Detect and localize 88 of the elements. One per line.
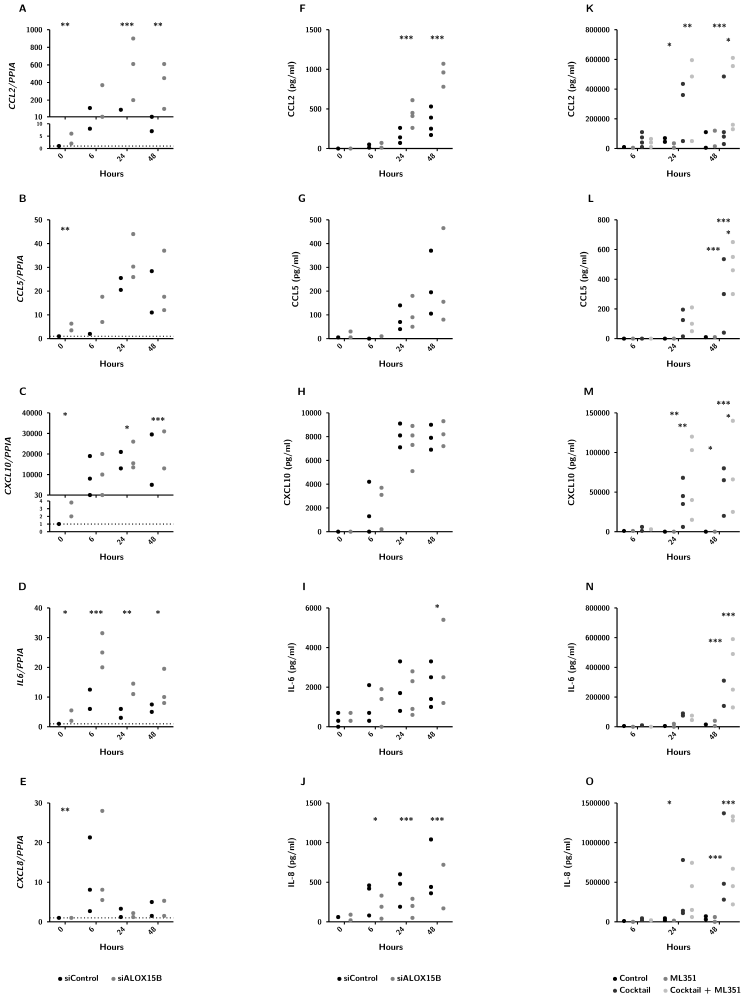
annotation: *** (400, 35, 413, 40)
x-axis-title: Hours (667, 554, 690, 560)
annotation: *** (708, 855, 722, 859)
y-axis-title: CCL2/PPIA (8, 62, 18, 110)
annotation: * (726, 38, 730, 42)
x-axis-title: Hours (667, 748, 690, 755)
text: ** (61, 22, 70, 26)
x-axis-title: Hours (380, 944, 403, 950)
annotation: * (156, 610, 160, 614)
text: *** (717, 400, 730, 405)
chart-title: O (586, 777, 594, 786)
chart-title: H (298, 388, 305, 396)
annotation: *** (400, 817, 413, 821)
chart-title: G (298, 194, 306, 202)
y-axis-title: CCL5/PPIA (16, 256, 26, 302)
annotation: ** (61, 226, 70, 231)
x-axis-title: Hours (380, 360, 403, 367)
annotation: *** (706, 246, 720, 251)
annotation: * (374, 817, 378, 821)
annotation: ** (61, 808, 70, 812)
text: ** (154, 22, 162, 26)
text: *** (120, 22, 134, 26)
annotation: * (436, 604, 440, 608)
y-axis-title: CXCL10 (pg/ml) (568, 440, 576, 506)
x-axis-title: Hours (667, 944, 690, 950)
annotation: *** (722, 612, 736, 616)
annotation: *** (708, 638, 722, 643)
x-axis-title: Hours (100, 944, 124, 950)
x-axis-title: Hours (100, 170, 124, 177)
annotation: * (64, 610, 68, 614)
x-axis-title: Hours (100, 748, 124, 755)
annotation: * (708, 446, 712, 450)
annotation: *** (152, 417, 165, 421)
annotation: *** (90, 610, 103, 614)
annotation: *** (717, 218, 730, 222)
x-axis-title: Hours (380, 170, 403, 177)
chart-title: L (588, 194, 594, 202)
chart-title: M (584, 388, 594, 396)
chart-title: E (20, 778, 26, 786)
annotation: * (668, 42, 672, 46)
annotation: * (64, 412, 68, 416)
chart-title: I (303, 582, 305, 590)
x-axis-title: Hours (100, 554, 124, 560)
x-axis-title: Hours (100, 360, 124, 367)
annotation: *** (430, 817, 444, 821)
chart-title: B (20, 194, 26, 202)
legend-label: siControl (344, 974, 378, 981)
chart-title: D (19, 582, 26, 590)
chart-title: N (586, 582, 594, 590)
y-axis-title: CXCL8/PPIA (16, 836, 26, 888)
text: *** (713, 24, 726, 28)
y-axis-title: CXCL10/PPIA (4, 437, 14, 494)
x-axis-title: Hours (380, 554, 403, 560)
annotation: * (726, 230, 730, 234)
chart-title: A (19, 4, 26, 12)
chart-title: F (300, 4, 306, 12)
legend-label: Control (620, 974, 648, 981)
y-axis-title: IL-8 (pg/ml) (288, 838, 296, 887)
y-axis-title: IL-6 (pg/ml) (568, 643, 576, 692)
x-axis-title: Hours (667, 360, 690, 367)
legend-label: siALOX15B (398, 974, 442, 982)
y-axis-title: CCL5 (pg/ml) (580, 252, 589, 307)
annotation: ** (123, 610, 132, 614)
x-axis-title: Hours (380, 748, 403, 755)
legend-label: ML351 (670, 974, 696, 982)
annotation: *** (722, 800, 736, 804)
y-axis-title: IL-8 (pg/ml) (564, 838, 572, 887)
y-axis-title: CCL2 (pg/ml) (288, 62, 296, 117)
y-axis-title: IL6/PPIA (16, 648, 26, 686)
y-axis-title: IL-6 (pg/ml) (288, 643, 296, 692)
chart-title: C (20, 387, 26, 396)
annotation: * (668, 800, 672, 804)
y-axis-title: CCL5 (pg/ml) (292, 252, 301, 307)
chart-title: J (300, 778, 305, 786)
legend-label: Cocktail (620, 986, 650, 993)
legend-label: siControl (65, 974, 98, 981)
annotation: ** (678, 423, 687, 428)
chart-title: K (586, 4, 594, 12)
y-axis-title: CCL2 (pg/ml) (568, 62, 576, 117)
text: ** (683, 24, 692, 28)
annotation: *** (430, 35, 444, 40)
annotation: * (726, 414, 730, 418)
x-axis-title: Hours (667, 170, 690, 177)
annotation: ** (670, 411, 679, 416)
annotation: * (125, 425, 129, 430)
legend-label: Cocktail + ML351 (670, 986, 741, 994)
legend-label: siALOX15B (118, 974, 162, 982)
y-axis-title: CXCL10 (pg/ml) (284, 440, 292, 506)
